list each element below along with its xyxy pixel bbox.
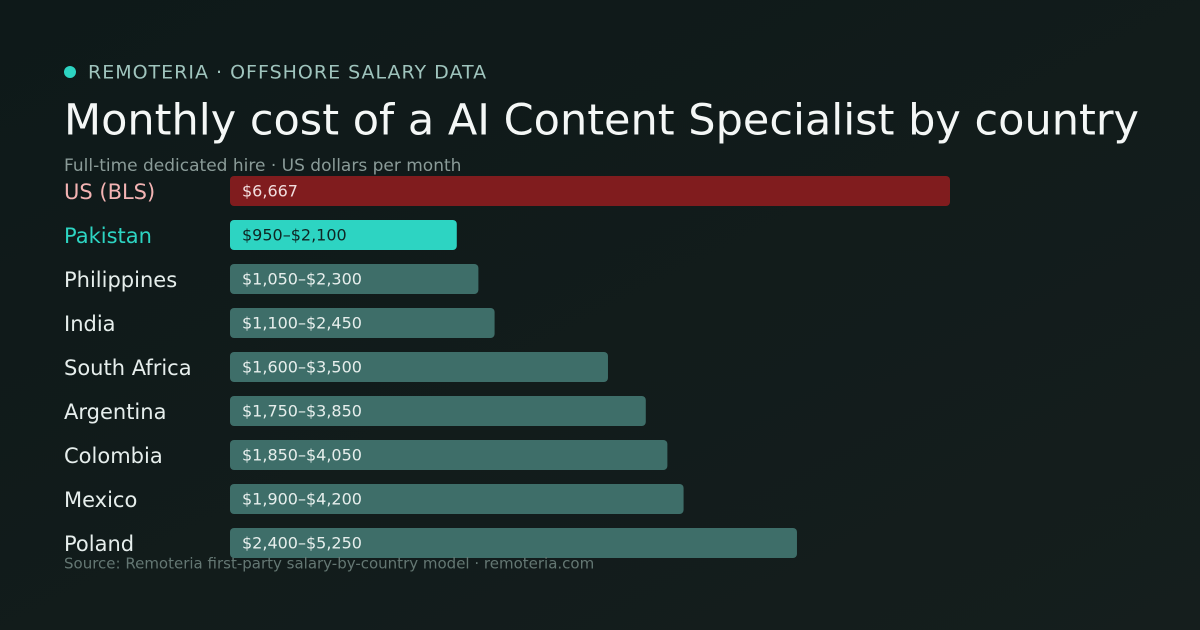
bar xyxy=(230,352,608,382)
bar xyxy=(230,528,797,558)
value-label: $1,750–$3,850 xyxy=(242,402,362,421)
bar xyxy=(230,264,479,294)
category-label: Argentina xyxy=(64,400,166,424)
bar xyxy=(230,176,950,206)
bar xyxy=(230,440,668,470)
chart-title: Monthly cost of a AI Content Specialist … xyxy=(64,96,1139,146)
category-label: Colombia xyxy=(64,444,163,468)
value-label: $1,100–$2,450 xyxy=(242,314,362,333)
bar xyxy=(230,220,457,250)
category-label: Philippines xyxy=(64,268,177,292)
category-label: Mexico xyxy=(64,488,137,512)
bar xyxy=(230,396,646,426)
value-label: $6,667 xyxy=(242,182,298,201)
bar xyxy=(230,308,495,338)
category-label: South Africa xyxy=(64,356,192,380)
category-label: Poland xyxy=(64,532,134,556)
subtitle: Full-time dedicated hire · US dollars pe… xyxy=(64,156,461,176)
value-label: $2,400–$5,250 xyxy=(242,534,362,553)
value-label: $1,850–$4,050 xyxy=(242,446,362,465)
category-label: India xyxy=(64,312,116,336)
bar xyxy=(230,484,684,514)
value-label: $1,050–$2,300 xyxy=(242,270,362,289)
source: Source: Remoteria first-party salary-by-… xyxy=(64,555,594,573)
category-label: Pakistan xyxy=(64,224,152,248)
value-label: $950–$2,100 xyxy=(242,226,347,245)
kicker: REMOTERIA · OFFSHORE SALARY DATA xyxy=(88,62,487,84)
bars: US (BLS) $6,667 Pakistan $950–$2,100 Philipp… xyxy=(64,176,950,558)
value-label: $1,900–$4,200 xyxy=(242,490,362,509)
value-label: $1,600–$3,500 xyxy=(242,358,362,377)
kicker-dot xyxy=(64,66,76,78)
category-label: US (BLS) xyxy=(64,180,155,204)
